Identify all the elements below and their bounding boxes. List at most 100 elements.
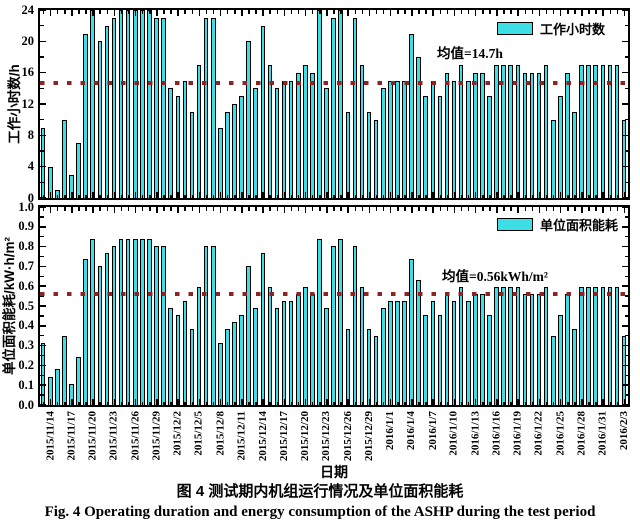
tick-mark [40,206,46,208]
tick-mark [531,401,534,405]
tick-mark [262,399,264,405]
bar [132,10,138,198]
tick-mark [40,344,46,347]
tick-mark [581,207,583,213]
y-tick-label: 0.7 [18,258,34,273]
tick-mark [624,24,628,27]
tick-mark [40,9,46,11]
energy-plot [38,205,630,407]
tick-mark [474,10,477,16]
tick-mark [609,207,612,211]
bar [373,119,379,198]
bar [366,328,372,405]
bar [118,10,124,198]
tick-mark [40,374,44,377]
tick-mark [85,10,87,14]
tick-mark [624,87,628,90]
tick-mark [255,401,257,405]
tick-mark [503,207,505,211]
tick-mark [453,399,456,405]
tick-mark [333,194,335,198]
tick-mark [184,207,186,211]
bar [515,64,521,198]
x-tick-label: 2015/12/26 [341,411,354,462]
y-tick-label: 0 [27,190,34,205]
tick-mark [538,207,541,213]
bar [409,33,414,198]
tick-mark [40,197,46,199]
tick-mark [226,10,229,14]
bar [104,252,110,405]
bar [359,287,365,405]
tick-mark [624,181,628,184]
bar [600,64,606,198]
y-tick-label: 8 [27,127,34,142]
tick-mark [234,207,236,211]
tick-mark [460,207,463,211]
bar [536,294,542,405]
bar [614,287,620,405]
x-axis-title: 日期 [320,464,348,480]
tick-mark [622,40,628,43]
tick-mark [624,354,628,357]
tick-mark [255,10,257,14]
bar [76,143,81,198]
tick-mark [234,401,236,405]
tick-mark [368,192,371,198]
x-tick-label: 2016/1/10 [447,411,460,456]
x-tick-label: 2016/2/3 [617,411,630,451]
tick-mark [191,207,194,211]
y-tick-label: 0.0 [18,397,34,412]
tick-mark [92,10,94,16]
bar [501,287,506,405]
tick-mark [248,10,250,14]
tick-mark [432,399,434,405]
tick-mark [141,401,144,405]
tick-mark [588,401,590,405]
bar [55,369,60,405]
bar [331,245,336,405]
tick-mark [205,194,208,198]
tick-mark [184,194,186,198]
tick-mark [248,401,250,405]
tick-mark [40,226,46,228]
tick-mark [269,194,271,198]
bar [154,245,159,405]
bar [494,64,499,198]
tick-mark [389,399,392,405]
bar [380,88,386,198]
tick-mark [411,399,413,405]
tick-mark [40,384,46,386]
tick-mark [262,10,264,16]
tick-mark [595,10,597,14]
tick-mark [354,194,356,198]
tick-mark [602,207,604,213]
tick-mark [397,10,399,14]
tick-mark [283,10,286,16]
tick-mark [40,364,46,367]
tick-mark [78,10,80,14]
tick-mark [418,401,420,405]
tick-mark [482,10,484,14]
bar [529,72,535,198]
bar [274,88,280,198]
bar [423,314,429,405]
tick-mark [78,401,80,405]
tick-mark [609,401,612,405]
tick-mark [40,71,46,74]
tick-mark [389,192,392,198]
tick-mark [622,325,628,327]
tick-mark [226,207,229,211]
bar [494,287,499,405]
tick-mark [241,10,243,16]
bar [402,80,407,198]
tick-mark [248,207,250,211]
tick-mark [269,401,271,405]
bar [522,72,528,198]
tick-mark [389,10,392,16]
tick-mark [624,118,628,121]
tick-mark [510,10,512,14]
tick-mark [602,192,604,198]
tick-mark [347,207,349,213]
tick-mark [524,194,527,198]
